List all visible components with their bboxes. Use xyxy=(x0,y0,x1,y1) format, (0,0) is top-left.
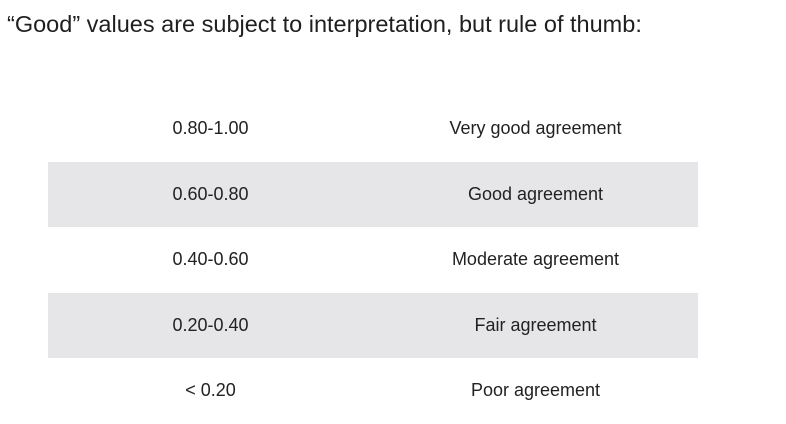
range-cell: < 0.20 xyxy=(185,380,236,401)
table-row: 0.80-1.00 Very good agreement xyxy=(48,96,698,162)
table-row: 0.60-0.80 Good agreement xyxy=(48,161,698,227)
description-cell: Moderate agreement xyxy=(451,249,620,270)
description-cell: Very good agreement xyxy=(449,118,622,139)
range-cell: 0.80-1.00 xyxy=(172,118,249,139)
page-heading: “Good” values are subject to interpretat… xyxy=(7,11,642,37)
description-cell: Poor agreement xyxy=(470,380,601,401)
range-cell: 0.40-0.60 xyxy=(172,249,249,270)
table-row: 0.40-0.60 Moderate agreement xyxy=(48,227,698,293)
table-row: 0.20-0.40 Fair agreement xyxy=(48,292,698,358)
range-cell: 0.20-0.40 xyxy=(172,314,249,335)
agreement-table: 0.80-1.00 Very good agreement 0.60-0.80 … xyxy=(48,96,698,424)
table-row: < 0.20 Poor agreement xyxy=(48,358,698,424)
range-cell: 0.60-0.80 xyxy=(172,183,249,204)
description-cell: Fair agreement xyxy=(474,314,597,335)
description-cell: Good agreement xyxy=(467,183,604,204)
